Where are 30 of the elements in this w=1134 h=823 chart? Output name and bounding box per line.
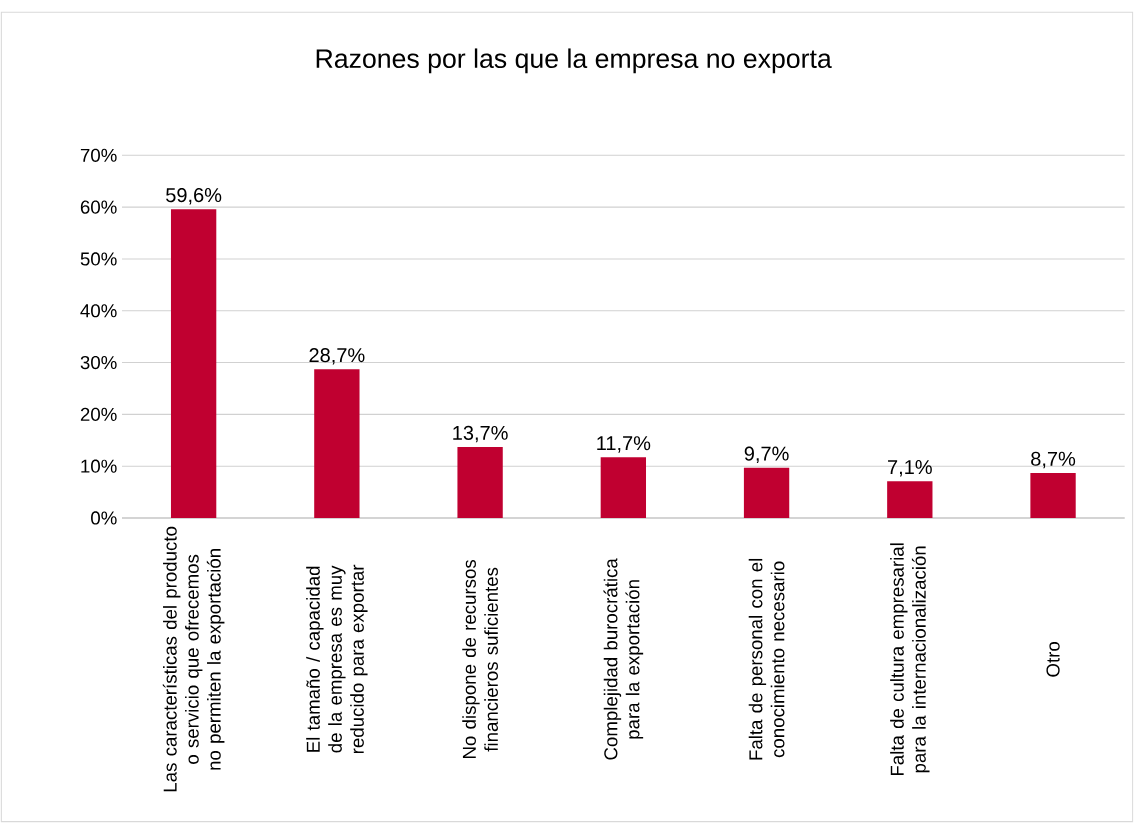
- data-label: 13,7%: [453, 425, 508, 443]
- bar: [887, 481, 933, 518]
- x-tick-label: Las características del producto o servicio que ofrecemos no permiten la exportación: [162, 526, 225, 792]
- y-tick-label: 10%: [81, 459, 117, 473]
- bar: [314, 369, 360, 518]
- y-tick-label: 20%: [80, 407, 117, 421]
- x-tick-label: El tamaño / capacidad de la empresa es muy reducido para exportar: [306, 564, 368, 754]
- data-label: 59,6%: [166, 187, 222, 205]
- x-tick-label: Complejidad burocrática para la exportación: [603, 558, 644, 760]
- y-tick-label: 40%: [80, 304, 117, 318]
- y-tick-label: 60%: [80, 200, 117, 214]
- x-tick-label: No dispone de recursos financieros suficientes: [462, 559, 498, 758]
- y-tick-label: 30%: [80, 355, 117, 370]
- y-tick-label: 0%: [91, 511, 117, 525]
- bar: [743, 467, 790, 518]
- data-label: 11,7%: [597, 436, 651, 453]
- x-tick-label: Falta de cultura empresarial para la internacionalización: [890, 543, 930, 776]
- x-tick-label: Otro: [1046, 641, 1060, 677]
- bar: [1030, 472, 1076, 518]
- x-tick-label: Falta de personal con el conocimiento necesario: [748, 558, 785, 760]
- data-label: 7,1%: [888, 460, 932, 477]
- data-label: 8,7%: [1031, 451, 1076, 469]
- bar: [600, 457, 647, 518]
- chart-title: Razones por las que la empresa no exporta: [316, 48, 832, 74]
- bar: [457, 447, 503, 518]
- data-label: 28,7%: [309, 348, 365, 365]
- bar: [170, 209, 217, 518]
- y-tick-label: 50%: [80, 252, 117, 266]
- y-tick-label: 70%: [80, 148, 117, 162]
- data-label: 9,7%: [744, 446, 789, 464]
